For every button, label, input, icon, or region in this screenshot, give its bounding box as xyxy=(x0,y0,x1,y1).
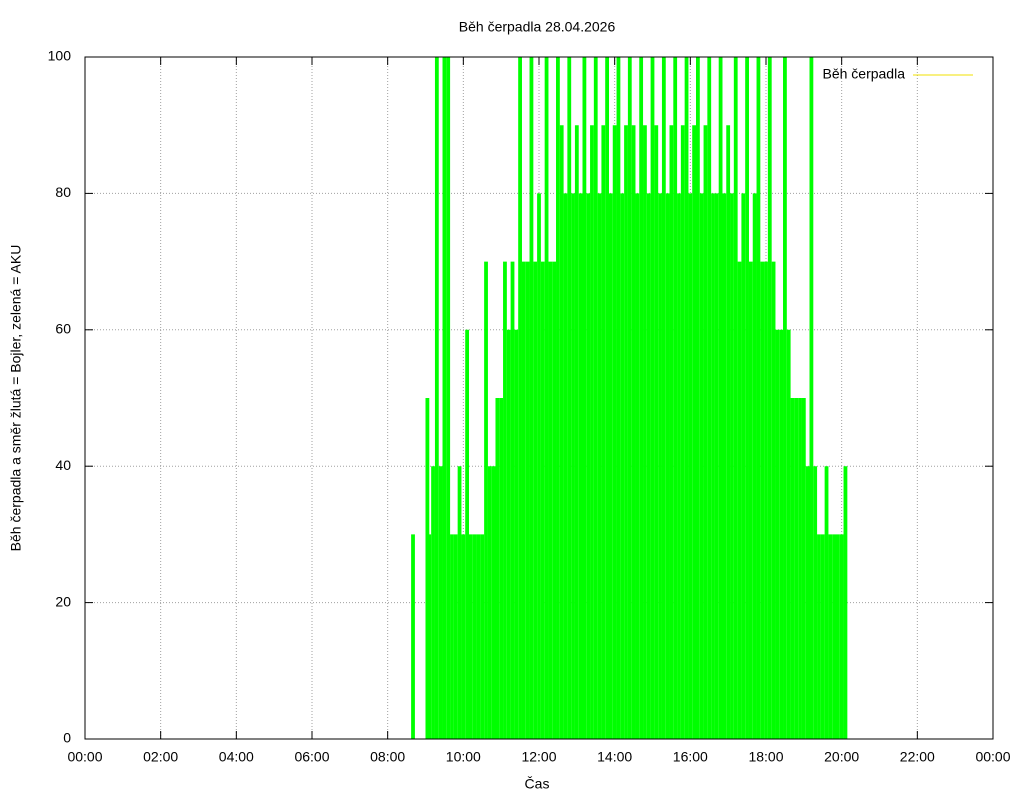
y-axis-label: Běh čerpadla a směr žlutá = Bojler, zele… xyxy=(8,245,24,552)
y-tick-label: 100 xyxy=(48,48,72,64)
x-tick-label: 16:00 xyxy=(673,749,708,765)
x-tick-label: 18:00 xyxy=(748,749,783,765)
x-tick-label: 06:00 xyxy=(294,749,329,765)
x-tick-label: 10:00 xyxy=(446,749,481,765)
x-tick-label: 20:00 xyxy=(824,749,859,765)
y-tick-label: 20 xyxy=(55,593,71,609)
x-tick-label: 00:00 xyxy=(67,749,102,765)
y-tick-label: 80 xyxy=(55,184,71,200)
x-tick-label: 02:00 xyxy=(143,749,178,765)
x-tick-label: 14:00 xyxy=(597,749,632,765)
plot-frame xyxy=(84,56,994,740)
x-tick-label: 00:00 xyxy=(975,749,1010,765)
x-axis-label: Čas xyxy=(525,776,550,792)
legend-label: Běh čerpadla xyxy=(822,66,905,82)
x-tick-label: 12:00 xyxy=(521,749,556,765)
y-tick-label: 40 xyxy=(55,457,71,473)
chart-title: Běh čerpadla 28.04.2026 xyxy=(459,19,616,35)
x-tick-label: 22:00 xyxy=(900,749,935,765)
x-tick-label: 08:00 xyxy=(370,749,405,765)
x-tick-label: 04:00 xyxy=(219,749,254,765)
y-tick-label: 60 xyxy=(55,321,71,337)
y-tick-label: 0 xyxy=(63,730,71,746)
